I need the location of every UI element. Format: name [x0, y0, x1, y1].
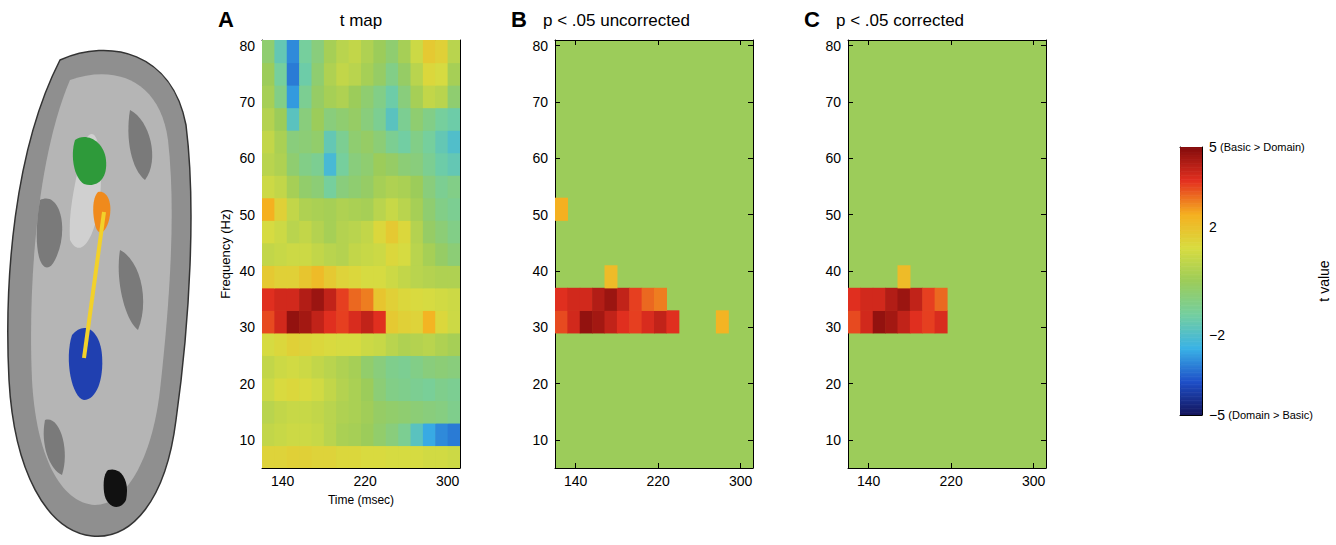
svg-text:220: 220 — [353, 473, 377, 489]
svg-text:20: 20 — [825, 376, 841, 392]
svg-text:p < .05 uncorrected: p < .05 uncorrected — [543, 11, 690, 30]
svg-text:10: 10 — [239, 432, 255, 448]
svg-text:70: 70 — [825, 94, 841, 110]
svg-text:10: 10 — [825, 432, 841, 448]
svg-text:300: 300 — [1022, 473, 1046, 489]
svg-text:300: 300 — [436, 473, 460, 489]
svg-text:40: 40 — [825, 263, 841, 279]
svg-text:40: 40 — [239, 263, 255, 279]
svg-text:(Domain > Basic): (Domain > Basic) — [1228, 409, 1313, 421]
svg-text:B: B — [511, 7, 527, 32]
svg-text:30: 30 — [532, 319, 548, 335]
svg-text:20: 20 — [239, 376, 255, 392]
svg-text:140: 140 — [564, 473, 588, 489]
svg-text:40: 40 — [532, 263, 548, 279]
svg-text:70: 70 — [532, 94, 548, 110]
svg-text:C: C — [804, 7, 820, 32]
svg-text:80: 80 — [239, 38, 255, 54]
svg-text:50: 50 — [532, 207, 548, 223]
svg-text:t map: t map — [340, 11, 383, 30]
svg-text:50: 50 — [239, 207, 255, 223]
svg-text:p < .05 corrected: p < .05 corrected — [836, 11, 964, 30]
svg-text:50: 50 — [825, 207, 841, 223]
svg-text:60: 60 — [825, 150, 841, 166]
svg-text:Time (msec): Time (msec) — [328, 493, 394, 507]
svg-text:220: 220 — [939, 473, 963, 489]
svg-text:80: 80 — [532, 38, 548, 54]
svg-text:t value: t value — [1316, 260, 1332, 301]
svg-text:300: 300 — [729, 473, 753, 489]
svg-text:20: 20 — [532, 376, 548, 392]
svg-text:−5: −5 — [1209, 407, 1225, 423]
svg-text:140: 140 — [857, 473, 881, 489]
svg-text:70: 70 — [239, 94, 255, 110]
svg-text:30: 30 — [825, 319, 841, 335]
svg-text:10: 10 — [532, 432, 548, 448]
svg-text:30: 30 — [239, 319, 255, 335]
svg-text:Frequency (Hz): Frequency (Hz) — [218, 209, 233, 299]
svg-text:60: 60 — [532, 150, 548, 166]
svg-text:5: 5 — [1209, 139, 1217, 155]
svg-text:220: 220 — [646, 473, 670, 489]
svg-text:60: 60 — [239, 150, 255, 166]
svg-text:(Basic > Domain): (Basic > Domain) — [1220, 141, 1305, 153]
svg-text:140: 140 — [271, 473, 295, 489]
svg-text:2: 2 — [1209, 219, 1217, 235]
svg-text:80: 80 — [825, 38, 841, 54]
svg-text:A: A — [218, 7, 234, 32]
svg-text:−2: −2 — [1209, 327, 1225, 343]
